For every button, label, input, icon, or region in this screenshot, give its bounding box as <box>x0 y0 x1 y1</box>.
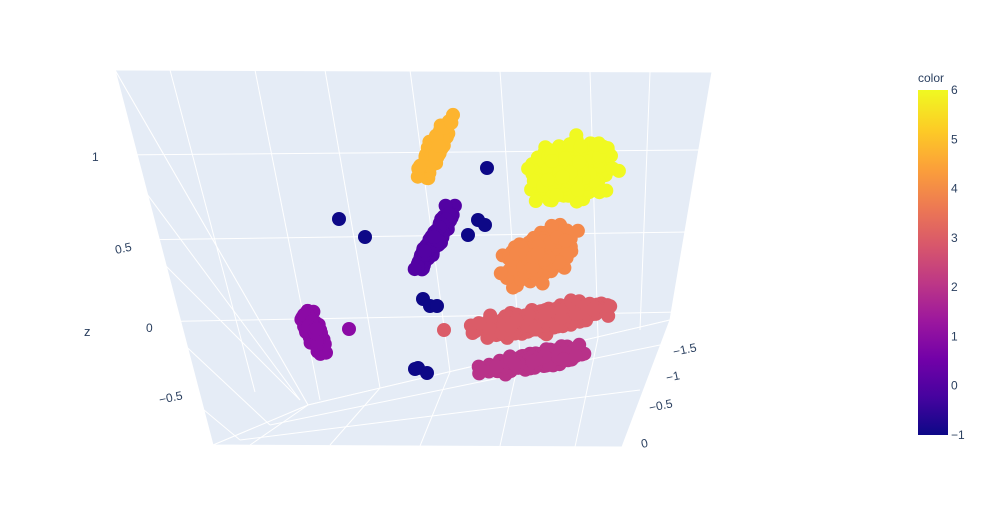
grid-line <box>179 389 241 441</box>
point-cluster-4 <box>535 276 550 291</box>
grid-line <box>169 69 256 393</box>
point-cluster-2 <box>507 357 522 372</box>
point-cluster-6 <box>562 137 577 152</box>
point-outlier <box>461 228 475 242</box>
grid-line <box>117 154 301 401</box>
point-cluster-1 <box>309 322 324 337</box>
point-outlier <box>420 366 434 380</box>
colorbar-title: color <box>918 71 944 85</box>
point-cluster-6 <box>555 169 570 184</box>
point-cluster-3 <box>471 316 486 331</box>
point-cluster-6 <box>521 161 536 176</box>
z-tick-label: −0.5 <box>158 388 184 407</box>
point-cluster-6 <box>558 151 573 166</box>
point-cluster-3 <box>509 313 524 328</box>
point-cluster-4 <box>530 246 545 261</box>
colorbar-tick-label: 2 <box>951 280 958 294</box>
z-tick-label: 0.5 <box>114 240 134 257</box>
z-tick-label: 0 <box>146 321 153 335</box>
point-cluster-4 <box>570 223 585 238</box>
colorbar-tick-label: 1 <box>951 329 958 343</box>
grid-line <box>239 389 641 441</box>
point-outlier <box>408 362 422 376</box>
point-cluster-3 <box>537 308 552 323</box>
point-cluster-3 <box>568 306 583 321</box>
point-outlier <box>358 230 372 244</box>
colorbar-tick-label: 0 <box>951 379 958 393</box>
point-outlier <box>342 322 356 336</box>
point-cluster-6 <box>540 173 555 188</box>
point-cluster-5 <box>428 149 442 164</box>
colorbar-tick-label: 5 <box>951 132 958 146</box>
point-cluster-3 <box>483 308 498 323</box>
grid-line <box>329 387 381 446</box>
grid-line <box>159 321 271 426</box>
grid-lines <box>117 69 701 448</box>
grid-line <box>639 71 651 331</box>
point-cluster-3 <box>603 299 618 314</box>
point-cluster-6 <box>589 137 604 152</box>
point-cluster-6 <box>528 194 543 208</box>
point-cluster-6 <box>592 185 607 200</box>
colorbar-tick-label: −1 <box>951 428 965 442</box>
grid-line <box>589 70 599 339</box>
point-cluster-2 <box>568 348 583 363</box>
point-cluster-2 <box>556 352 571 367</box>
point-cluster-6 <box>545 154 559 168</box>
colorbar-tick-label: 6 <box>951 83 958 97</box>
colorbar-tick-label: 4 <box>951 182 958 196</box>
grid-line <box>139 239 301 401</box>
point-outlier <box>478 218 492 232</box>
data-points <box>294 107 626 382</box>
z-axis-title: z <box>84 324 91 339</box>
grid-line <box>419 371 451 447</box>
colorbar-ticks: 6 5 4 3 2 1 0 −1 <box>951 83 965 442</box>
point-cluster-3 <box>528 322 542 337</box>
point-cluster-6 <box>573 139 588 154</box>
colorbar <box>918 90 948 435</box>
point-cluster-4 <box>544 218 559 233</box>
y-tick-label: −1.5 <box>672 340 698 359</box>
point-cluster-0 <box>417 244 432 259</box>
point-cluster-6 <box>549 188 564 203</box>
point-cluster-3 <box>586 302 601 317</box>
point-cluster-6 <box>605 161 620 176</box>
grid-line <box>269 344 661 426</box>
y-tick-label: 0 <box>640 436 650 451</box>
point-cluster-0 <box>407 262 422 277</box>
point-cluster-4 <box>558 233 573 248</box>
point-cluster-3 <box>554 310 569 325</box>
y-tick-label: −1 <box>665 368 682 385</box>
point-cluster-6 <box>570 182 585 197</box>
point-outlier <box>480 161 494 175</box>
point-cluster-5 <box>431 139 446 153</box>
point-cluster-2 <box>525 354 540 369</box>
point-cluster-5 <box>444 115 459 130</box>
point-cluster-6 <box>572 155 587 170</box>
point-outlier <box>332 212 346 226</box>
point-cluster-0 <box>427 230 442 245</box>
point-cluster-4 <box>525 260 540 275</box>
point-cluster-2 <box>474 363 489 378</box>
grid-line <box>324 69 381 389</box>
grid-line <box>127 231 691 241</box>
grid-line <box>409 69 451 373</box>
point-cluster-3 <box>482 321 497 336</box>
point-cluster-4 <box>493 266 508 281</box>
grid-line <box>574 337 599 448</box>
point-cluster-5 <box>413 158 428 173</box>
point-outlier <box>430 299 444 313</box>
z-tick-label: 1 <box>92 150 99 164</box>
grid-line <box>249 404 309 446</box>
colorbar-tick-label: 3 <box>951 231 958 245</box>
left-wall <box>114 69 309 446</box>
point-outlier <box>437 323 451 337</box>
point-cluster-2 <box>489 359 504 374</box>
y-tick-label: −0.5 <box>648 396 674 415</box>
